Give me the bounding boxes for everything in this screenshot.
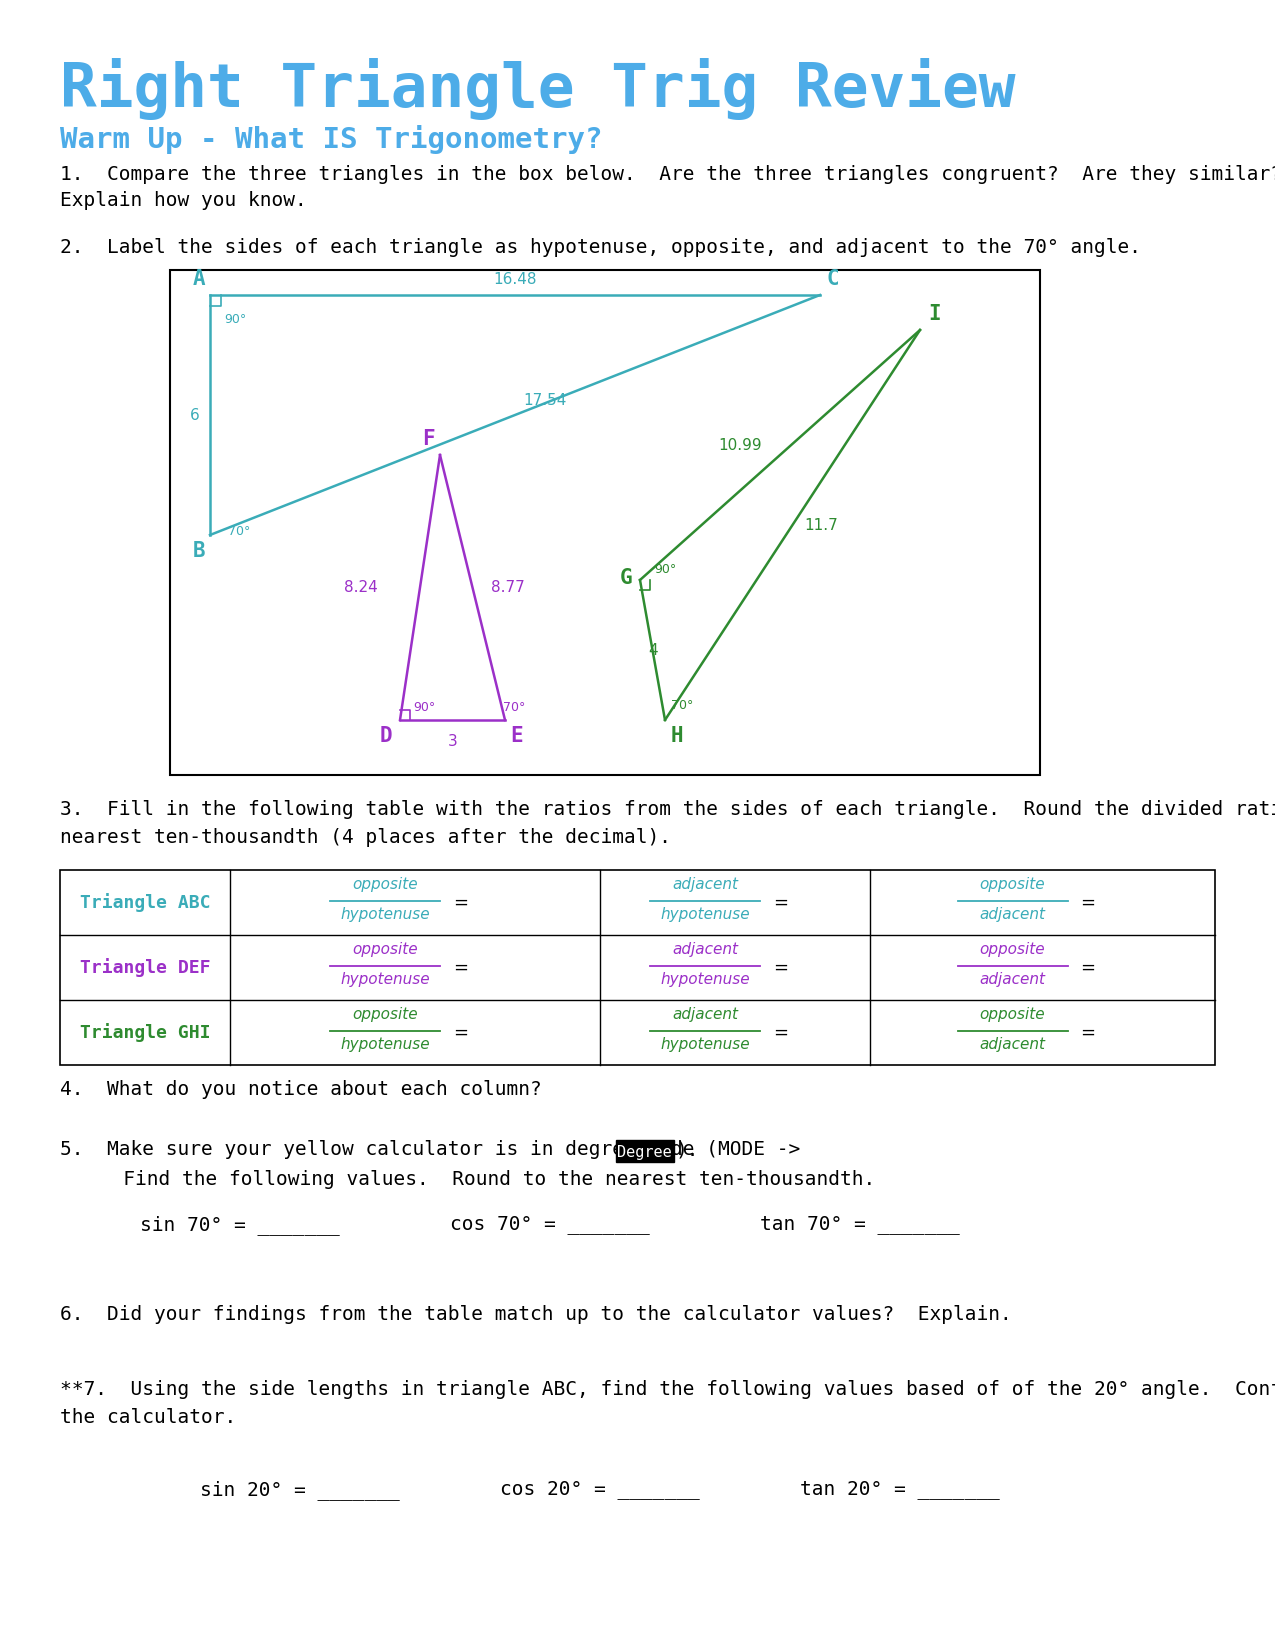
Text: sin 70° = _______: sin 70° = _______ xyxy=(140,1215,339,1235)
Text: hypotenuse: hypotenuse xyxy=(660,906,750,921)
Text: =: = xyxy=(773,959,788,976)
Text: hypotenuse: hypotenuse xyxy=(660,971,750,987)
Text: sin 20° = _______: sin 20° = _______ xyxy=(200,1479,400,1501)
Text: 8.24: 8.24 xyxy=(344,580,377,594)
Text: 1.  Compare the three triangles in the box below.  Are the three triangles congr: 1. Compare the three triangles in the bo… xyxy=(60,165,1275,183)
Text: cos 20° = _______: cos 20° = _______ xyxy=(500,1479,700,1499)
Text: hypotenuse: hypotenuse xyxy=(340,971,430,987)
Text: Triangle ABC: Triangle ABC xyxy=(80,893,210,911)
Bar xyxy=(60,870,1215,1065)
Text: Degree: Degree xyxy=(617,1144,672,1159)
Text: I: I xyxy=(928,304,941,324)
Text: opposite: opposite xyxy=(979,941,1046,956)
Text: nearest ten-thousandth (4 places after the decimal).: nearest ten-thousandth (4 places after t… xyxy=(60,829,671,847)
Text: **7.  Using the side lengths in triangle ABC, find the following values based of: **7. Using the side lengths in triangle … xyxy=(60,1380,1275,1398)
Text: =: = xyxy=(1080,893,1095,911)
Text: 10.99: 10.99 xyxy=(718,438,762,452)
Text: hypotenuse: hypotenuse xyxy=(660,1037,750,1052)
Text: hypotenuse: hypotenuse xyxy=(340,1037,430,1052)
Text: D: D xyxy=(380,726,391,746)
Text: opposite: opposite xyxy=(352,877,418,892)
Text: =: = xyxy=(453,1024,468,1042)
Text: tan 70° = _______: tan 70° = _______ xyxy=(760,1215,960,1233)
Text: 11.7: 11.7 xyxy=(805,517,838,533)
Text: cos 70° = _______: cos 70° = _______ xyxy=(450,1215,650,1233)
Text: 90°: 90° xyxy=(224,314,246,325)
Bar xyxy=(170,271,1040,774)
Text: G: G xyxy=(620,568,632,588)
Text: 16.48: 16.48 xyxy=(493,272,537,287)
Text: 6.  Did your findings from the table match up to the calculator values?  Explain: 6. Did your findings from the table matc… xyxy=(60,1304,1012,1324)
Text: =: = xyxy=(773,893,788,911)
Text: opposite: opposite xyxy=(352,941,418,956)
Text: C: C xyxy=(826,269,839,289)
Text: 4.  What do you notice about each column?: 4. What do you notice about each column? xyxy=(60,1080,542,1100)
Text: 2.  Label the sides of each triangle as hypotenuse, opposite, and adjacent to th: 2. Label the sides of each triangle as h… xyxy=(60,238,1141,258)
Text: adjacent: adjacent xyxy=(979,1037,1046,1052)
Text: H: H xyxy=(671,726,683,746)
Text: E: E xyxy=(510,726,523,746)
Text: Triangle DEF: Triangle DEF xyxy=(80,958,210,977)
Text: Explain how you know.: Explain how you know. xyxy=(60,192,307,210)
Text: F: F xyxy=(422,429,435,449)
Text: opposite: opposite xyxy=(979,1007,1046,1022)
Text: 4: 4 xyxy=(648,642,658,657)
Text: Right Triangle Trig Review: Right Triangle Trig Review xyxy=(60,58,1015,121)
Text: =: = xyxy=(773,1024,788,1042)
Text: =: = xyxy=(453,959,468,976)
Text: =: = xyxy=(1080,959,1095,976)
Text: B: B xyxy=(193,542,205,561)
Text: adjacent: adjacent xyxy=(672,941,738,956)
Text: adjacent: adjacent xyxy=(979,906,1046,921)
Bar xyxy=(616,1139,673,1162)
Text: 3: 3 xyxy=(448,735,458,750)
Text: =: = xyxy=(453,893,468,911)
Text: =: = xyxy=(1080,1024,1095,1042)
Text: hypotenuse: hypotenuse xyxy=(340,906,430,921)
Text: 90°: 90° xyxy=(413,702,435,713)
Text: the calculator.: the calculator. xyxy=(60,1408,236,1426)
Text: opposite: opposite xyxy=(352,1007,418,1022)
Text: 90°: 90° xyxy=(654,563,676,576)
Text: 5.  Make sure your yellow calculator is in degree mode (MODE ->: 5. Make sure your yellow calculator is i… xyxy=(60,1139,812,1159)
Text: ).: ). xyxy=(676,1139,699,1159)
Text: adjacent: adjacent xyxy=(672,1007,738,1022)
Text: 70°: 70° xyxy=(504,702,525,713)
Text: Warm Up - What IS Trigonometry?: Warm Up - What IS Trigonometry? xyxy=(60,125,603,154)
Text: 17.54: 17.54 xyxy=(523,393,566,408)
Text: A: A xyxy=(193,269,205,289)
Text: 6: 6 xyxy=(190,408,200,423)
Text: 3.  Fill in the following table with the ratios from the sides of each triangle.: 3. Fill in the following table with the … xyxy=(60,801,1275,819)
Text: tan 20° = _______: tan 20° = _______ xyxy=(799,1479,1000,1499)
Text: Triangle GHI: Triangle GHI xyxy=(80,1024,210,1042)
Text: 70°: 70° xyxy=(671,698,694,712)
Text: adjacent: adjacent xyxy=(979,971,1046,987)
Text: 70°: 70° xyxy=(228,525,250,538)
Text: Find the following values.  Round to the nearest ten-thousandth.: Find the following values. Round to the … xyxy=(88,1171,875,1189)
Text: adjacent: adjacent xyxy=(672,877,738,892)
Text: 8.77: 8.77 xyxy=(491,580,524,594)
Text: opposite: opposite xyxy=(979,877,1046,892)
